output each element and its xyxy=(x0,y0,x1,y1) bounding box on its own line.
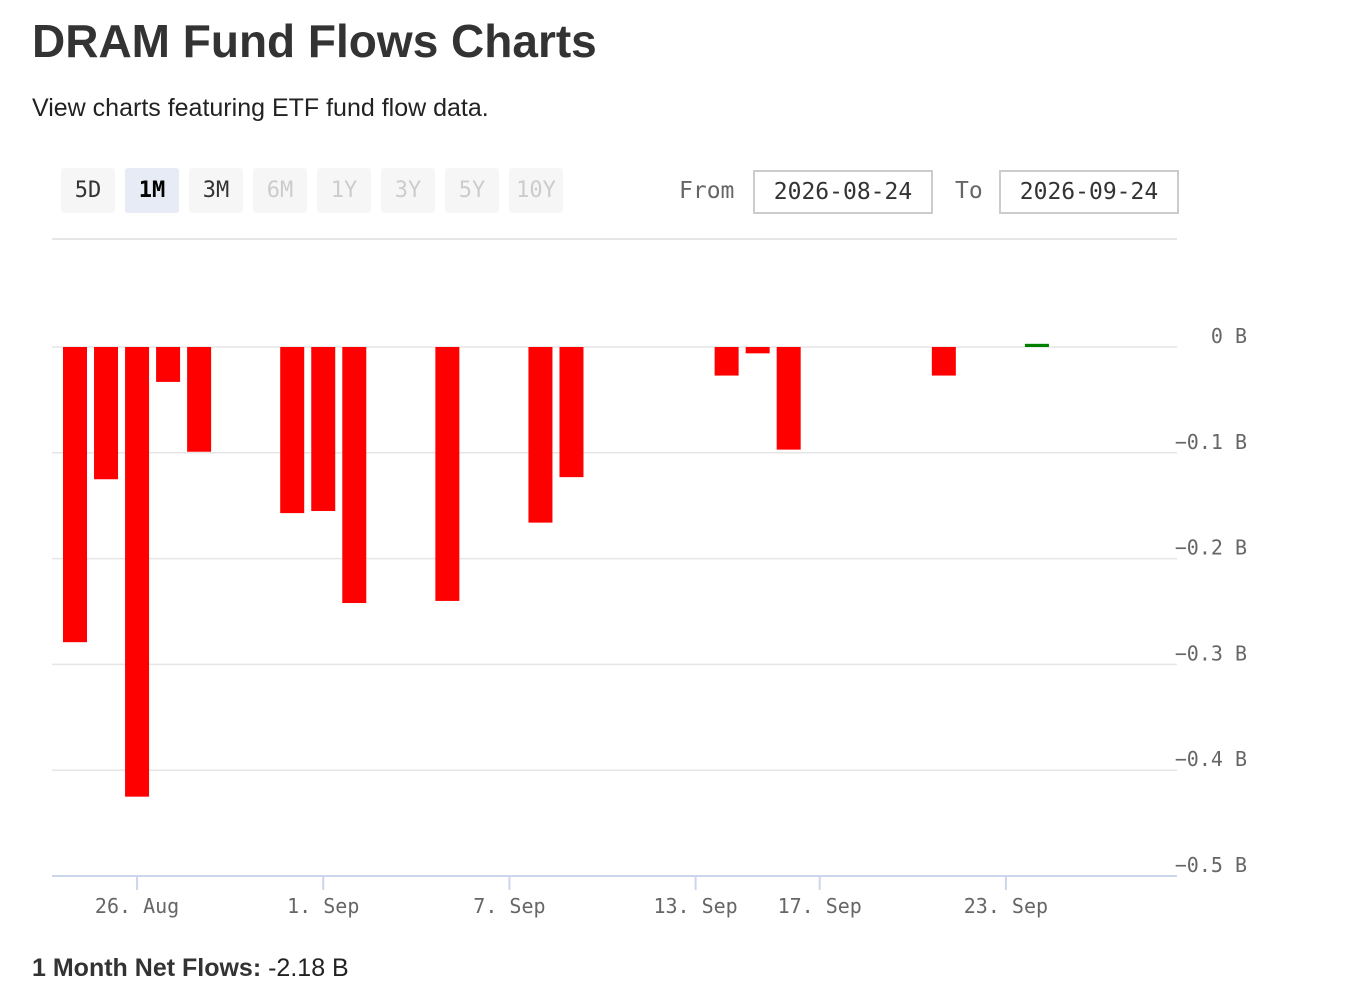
from-date-input[interactable]: 2026-08-24 xyxy=(753,170,933,214)
y-tick-label: −0.1 B xyxy=(1175,430,1247,454)
outflow-bar xyxy=(714,347,739,376)
y-tick-label: −0.2 B xyxy=(1175,536,1247,560)
outflow-bar xyxy=(559,347,584,478)
y-tick-label: −0.3 B xyxy=(1175,641,1247,665)
x-tick-label: 26. Aug xyxy=(95,894,179,918)
gridlines xyxy=(52,238,1177,771)
outflow-bar xyxy=(125,347,150,797)
y-tick-label: −0.4 B xyxy=(1175,747,1247,771)
range-button-3m[interactable]: 3M xyxy=(189,168,243,213)
outflow-bar xyxy=(342,347,367,604)
outflow-bar xyxy=(745,347,770,354)
outflow-bar xyxy=(528,347,553,523)
y-tick-label: 0 B xyxy=(1211,324,1247,348)
outflow-bar xyxy=(435,347,460,601)
outflow-bar xyxy=(187,347,212,452)
bars xyxy=(63,343,1049,797)
to-label: To xyxy=(955,178,983,204)
outflow-bar xyxy=(156,347,181,382)
range-button-3y[interactable]: 3Y xyxy=(381,168,435,213)
x-tick-label: 7. Sep xyxy=(473,894,545,918)
range-button-6m[interactable]: 6M xyxy=(253,168,307,213)
page-title: DRAM Fund Flows Charts xyxy=(32,15,597,67)
outflow-bar xyxy=(931,347,956,376)
fund-flows-chart: 0 B −0.1 B −0.2 B −0.3 B −0.4 B −0.5 B 26. Aug… xyxy=(52,238,1247,918)
outflow-bar xyxy=(776,347,801,450)
x-tick-label: 13. Sep xyxy=(653,894,737,918)
net-flows-value: -2.18 B xyxy=(268,954,349,982)
outflow-bar xyxy=(311,347,336,511)
range-button-5y[interactable]: 5Y xyxy=(445,168,499,213)
outflow-bar xyxy=(280,347,305,514)
inflow-bar xyxy=(1024,343,1049,347)
net-flows-label: 1 Month Net Flows: xyxy=(32,954,262,982)
page-subtitle: View charts featuring ETF fund flow data… xyxy=(32,94,489,122)
outflow-bar xyxy=(94,347,119,480)
axes: 0 B −0.1 B −0.2 B −0.3 B −0.4 B −0.5 B 26. Aug… xyxy=(52,324,1247,918)
y-tick-label: −0.5 B xyxy=(1175,853,1247,877)
range-button-10y[interactable]: 10Y xyxy=(509,168,563,213)
x-tick-label: 23. Sep xyxy=(964,894,1048,918)
range-button-5d[interactable]: 5D xyxy=(61,168,115,213)
outflow-bar xyxy=(63,347,87,643)
from-label: From xyxy=(679,178,735,204)
x-tick-label: 1. Sep xyxy=(287,894,359,918)
range-button-1y[interactable]: 1Y xyxy=(317,168,371,213)
x-tick-label: 17. Sep xyxy=(778,894,862,918)
range-button-1m[interactable]: 1M xyxy=(125,168,179,213)
to-date-input[interactable]: 2026-09-24 xyxy=(999,170,1179,214)
net-flows-summary: 1 Month Net Flows: -2.18 B xyxy=(32,954,349,983)
